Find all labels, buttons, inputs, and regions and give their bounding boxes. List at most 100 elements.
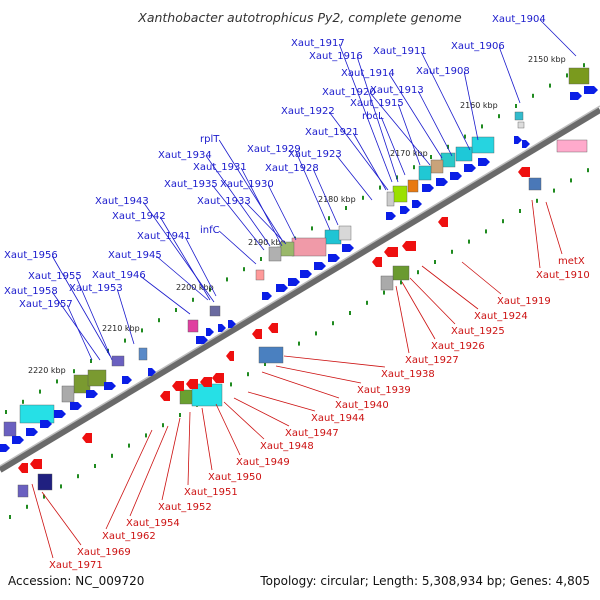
reverse-gene-label: Xaut_1925 [451, 326, 505, 337]
label-leaders [31, 19, 577, 559]
lower-tick [247, 372, 249, 377]
upper-tick [141, 328, 143, 333]
forward-label-leader [397, 103, 421, 166]
reverse-label-leader [41, 491, 82, 546]
lower-tick [128, 443, 130, 448]
upper-tick [226, 277, 228, 282]
reverse-gene-label: Xaut_1927 [405, 355, 459, 366]
reverse-gene-arrow [384, 247, 398, 257]
upper-tick [260, 257, 262, 261]
forward-gene-label: Xaut_1916 [309, 51, 363, 62]
forward-gene-arrow [584, 86, 598, 94]
forward-gene-arrow [196, 336, 208, 344]
forward-gene-arrow [228, 320, 236, 328]
lower-tick [332, 321, 334, 326]
reverse-label-leader [187, 411, 191, 486]
forward-gene-arrow [54, 410, 66, 418]
reverse-gene-arrow [30, 459, 42, 469]
forward-label-leader [184, 236, 217, 297]
forward-label-leader [539, 19, 577, 57]
lower-tick [145, 433, 147, 438]
forward-label-leader [205, 155, 271, 247]
reverse-label-leader [275, 365, 362, 384]
forward-gene-label: Xaut_1956 [4, 250, 58, 261]
gene-block [138, 347, 148, 361]
forward-gene-label: Xaut_1946 [92, 270, 146, 281]
lower-tick [162, 423, 164, 428]
lower-tick [179, 413, 181, 417]
gene-block [407, 179, 419, 193]
kbp-scale: 2150 kbp 2160 kbp 2170 kbp 2180 kbp 2190 kbp… [28, 55, 566, 375]
gene-block [392, 185, 408, 203]
lower-tick [536, 198, 538, 203]
upper-tick [90, 359, 92, 363]
reverse-gene-arrow [372, 257, 382, 267]
forward-gene-arrow [436, 178, 448, 186]
upper-tick [73, 369, 75, 374]
forward-gene-arrow [26, 428, 38, 436]
gene-block [17, 484, 29, 498]
reverse-gene-label: Xaut_1962 [102, 531, 156, 542]
reverse-gene-arrow [438, 217, 448, 227]
upper-tick [515, 104, 517, 108]
forward-gene-label: infC [200, 225, 220, 236]
gene-arrows [0, 86, 598, 473]
upper-tick [362, 195, 364, 200]
forward-label-leader [116, 288, 135, 345]
forward-gene-arrow [288, 278, 300, 286]
reverse-gene-arrow [160, 391, 170, 401]
lower-tick [298, 341, 300, 346]
forward-label-leader [294, 149, 331, 231]
reverse-gene-arrow [18, 463, 28, 473]
forward-gene-arrow [262, 292, 272, 300]
gene-block [268, 246, 282, 262]
lower-tick [26, 504, 28, 509]
map-title: Xanthobacter autotrophicus Py2, complete… [137, 10, 462, 25]
gene-block [471, 136, 495, 154]
reverse-gene-arrow [226, 351, 234, 361]
backbone-highlight [0, 105, 600, 467]
reverse-gene-label: metX [558, 256, 585, 267]
forward-gene-label: Xaut_1914 [341, 68, 395, 79]
forward-gene-arrow [300, 270, 312, 278]
reverse-gene-label: Xaut_1949 [236, 457, 290, 468]
lower-tick [60, 484, 62, 489]
forward-gene-label: Xaut_1930 [220, 179, 274, 190]
upper-tick [498, 114, 500, 119]
gene-block [258, 346, 284, 364]
kbp-label: 2160 kbp [460, 101, 498, 110]
reverse-gene-label: Xaut_1926 [431, 341, 485, 352]
forward-label-leader [352, 132, 387, 191]
gene-block [514, 111, 524, 121]
forward-label-leader [211, 184, 265, 251]
forward-gene-label: Xaut_1935 [164, 179, 218, 190]
upper-tick [413, 165, 415, 170]
reverse-gene-label: Xaut_1924 [474, 311, 528, 322]
forward-label-leader [380, 116, 406, 176]
reverse-label-leader [31, 483, 54, 559]
forward-gene-arrow [450, 172, 462, 180]
upper-tick [22, 399, 24, 404]
forward-gene-arrow [218, 324, 226, 332]
lower-tick [417, 270, 419, 275]
forward-gene-arrow [342, 244, 354, 252]
upper-tick [583, 63, 585, 68]
reverse-gene-label: Xaut_1951 [184, 487, 238, 498]
forward-gene-label: rbcL [362, 111, 384, 122]
forward-label-leader [218, 230, 257, 265]
reverse-gene-arrow [252, 329, 262, 339]
forward-gene-label: Xaut_1929 [247, 144, 301, 155]
kbp-label: 2220 kbp [28, 366, 66, 375]
reverse-gene-arrow [268, 323, 278, 333]
upper-tick [379, 185, 381, 190]
forward-gene-arrow [276, 284, 288, 292]
forward-gene-arrow [522, 140, 530, 148]
forward-gene-arrow [570, 92, 582, 100]
forward-gene-arrow [104, 382, 116, 390]
lower-tick [502, 219, 504, 224]
kbp-label: 2170 kbp [390, 149, 428, 158]
reverse-gene-label: Xaut_1950 [208, 472, 262, 483]
genome-backbone [0, 107, 600, 473]
reverse-label-leader [201, 407, 213, 471]
reverse-label-leader [223, 401, 265, 440]
